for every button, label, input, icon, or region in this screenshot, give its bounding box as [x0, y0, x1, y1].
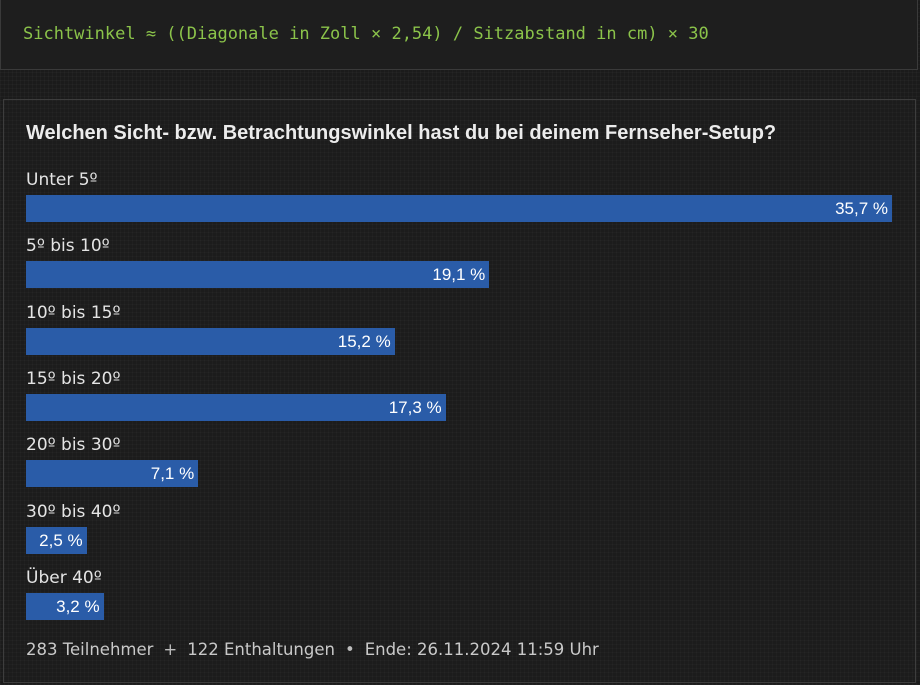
option-percentage: 7,1 % — [150, 464, 195, 484]
option-label: Unter 5º — [26, 170, 98, 190]
poll-question: Welchen Sicht- bzw. Betrachtungswinkel h… — [26, 122, 777, 144]
poll-card: Welchen Sicht- bzw. Betrachtungswinkel h… — [3, 99, 916, 683]
participant-count: 283 Teilnehmer — [26, 640, 154, 659]
formula-text: Sichtwinkel ≈ ((Diagonale in Zoll × 2,54… — [23, 24, 709, 44]
option-bar — [26, 327, 395, 355]
option-label: 30º bis 40º — [26, 501, 121, 522]
option-label: 5º bis 10º — [26, 236, 110, 257]
option-bar — [26, 460, 199, 488]
poll-end-date: Ende: 26.11.2024 11:59 Uhr — [364, 640, 599, 659]
option-bar — [26, 592, 104, 620]
option-bar — [26, 261, 490, 289]
option-percentage: 17,3 % — [388, 397, 442, 417]
option-bar — [26, 393, 446, 421]
option-label: Über 40º — [26, 567, 102, 588]
option-bar — [26, 526, 87, 554]
option-percentage: 15,2 % — [337, 331, 391, 351]
formula-code-block: Sichtwinkel ≈ ((Diagonale in Zoll × 2,54… — [0, 0, 918, 70]
poll-results-chart: Unter 5º 35,7 % 5º bis 10º 19,1 % 10º bis 15… — [4, 100, 917, 684]
option-bar — [26, 195, 892, 222]
option-percentage: 3,2 % — [56, 596, 100, 616]
option-label: 10º bis 15º — [26, 302, 121, 323]
footer-separator-dot: • — [344, 640, 355, 659]
option-label: 20º bis 30º — [26, 435, 121, 456]
poll-footer: 283 Teilnehmer +122 Enthaltungen • Ende: 26… — [26, 640, 599, 659]
option-label: 15º bis 20º — [26, 368, 121, 389]
abstention-count: 122 Enthaltungen — [187, 640, 335, 659]
footer-separator-plus: + — [163, 640, 178, 659]
option-percentage: 2,5 % — [39, 530, 83, 550]
option-percentage: 19,1 % — [432, 265, 486, 285]
option-percentage: 35,7 % — [835, 199, 888, 218]
